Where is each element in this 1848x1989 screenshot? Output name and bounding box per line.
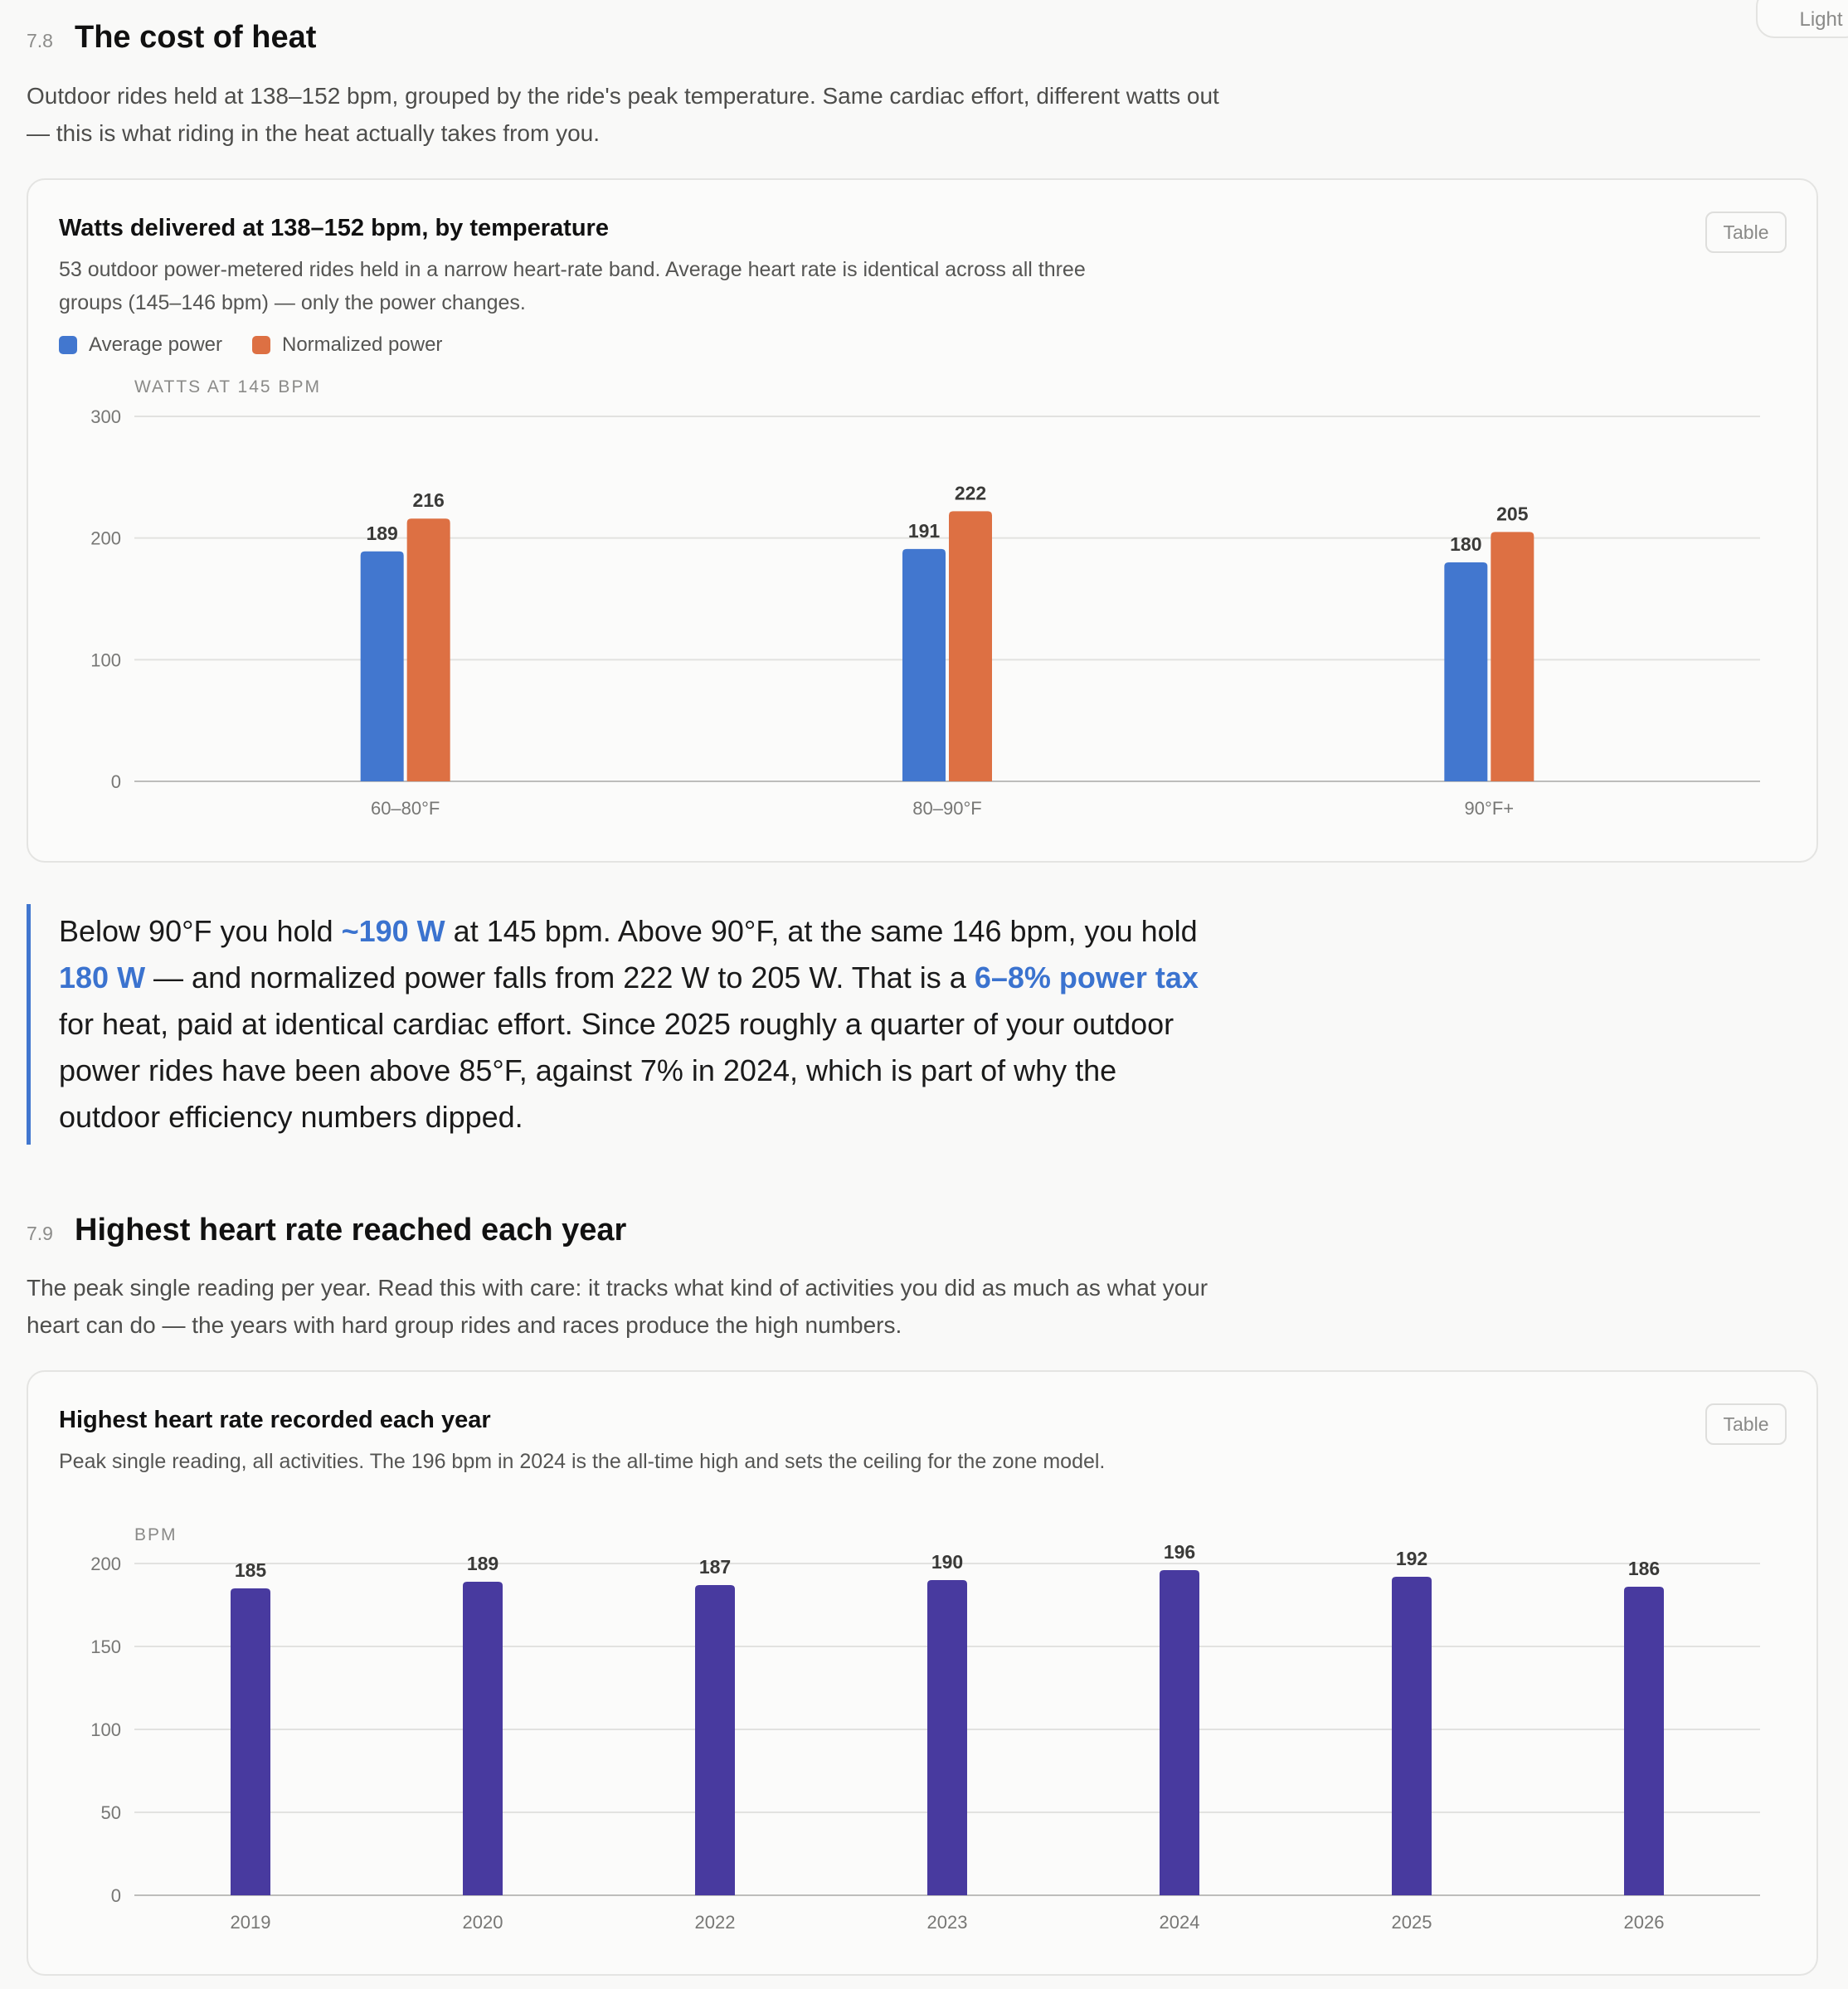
callout-highlight: ~190 W: [341, 914, 445, 948]
bar: [1624, 1587, 1664, 1895]
bar: [1392, 1577, 1432, 1895]
x-tick-label: 60–80°F: [371, 798, 440, 819]
data-label: 222: [955, 482, 986, 503]
data-label: 191: [908, 520, 941, 542]
callout-text: at 145 bpm. Above 90°F, at the same 146 …: [445, 914, 1198, 948]
chart-subtitle: 53 outdoor power-metered rides held in a…: [59, 258, 1086, 314]
x-tick-label: 2022: [695, 1912, 736, 1933]
bar: [949, 511, 992, 781]
bar: [1444, 562, 1488, 781]
bar: [406, 518, 450, 781]
y-axis-label: WATTS AT 145 BPM: [134, 377, 321, 396]
data-label: 192: [1396, 1548, 1427, 1569]
data-label: 189: [366, 523, 397, 544]
bar: [1160, 1570, 1199, 1895]
insight-callout: Below 90°F you hold ~190 W at 145 bpm. A…: [27, 904, 1221, 1145]
section-description: Outdoor rides held at 138–152 bpm, group…: [27, 83, 1219, 146]
section-heading-7-9: 7.9 Highest heart rate reached each year: [27, 1213, 626, 1248]
x-tick-label: 2023: [927, 1912, 968, 1933]
theme-toggle-button[interactable]: Light: [1756, 0, 1848, 38]
legend-label: Normalized power: [282, 333, 443, 356]
legend-item-normalized-power: Normalized power: [252, 333, 442, 357]
legend-swatch: [252, 336, 270, 354]
table-toggle-button[interactable]: Table: [1705, 1403, 1787, 1445]
legend-item-average-power: Average power: [59, 333, 222, 357]
chart-subtitle: Peak single reading, all activities. The…: [59, 1450, 1106, 1473]
x-tick-label: 2020: [463, 1912, 503, 1933]
data-label: 189: [467, 1553, 498, 1574]
y-tick-label: 50: [101, 1802, 121, 1823]
section-title: The cost of heat: [75, 20, 317, 55]
chart-card-peak-hr: Highest heart rate recorded each year Ta…: [27, 1370, 1818, 1976]
chart-card-heat: Watts delivered at 138–152 bpm, by tempe…: [27, 178, 1818, 863]
legend-swatch: [59, 336, 77, 354]
data-label: 180: [1450, 533, 1481, 555]
table-toggle-button[interactable]: Table: [1705, 212, 1787, 253]
peak-heart-rate-bar-chart: BPM 0 50 100 150 200 2019 185 2020 189 2022 187 2023…: [90, 1525, 1760, 1933]
bar: [695, 1585, 735, 1895]
callout-text: Below 90°F you hold: [59, 914, 342, 948]
callout-highlight: 6–8% power tax: [974, 960, 1199, 994]
callout-highlight: 180 W: [59, 960, 146, 994]
data-label: 205: [1496, 503, 1529, 524]
x-tick-label: 2025: [1392, 1912, 1432, 1933]
section-description: The peak single reading per year. Read t…: [27, 1275, 1208, 1338]
data-label: 186: [1628, 1558, 1660, 1579]
chart-title: Watts delivered at 138–152 bpm, by tempe…: [59, 215, 609, 241]
x-tick-label: 80–90°F: [912, 798, 981, 819]
callout-text: for heat, paid at identical cardiac effo…: [59, 1007, 1174, 1134]
data-label: 187: [699, 1556, 731, 1578]
y-tick-label: 0: [111, 771, 121, 792]
section-number: 7.8: [27, 30, 53, 51]
y-tick-label: 100: [90, 1719, 121, 1740]
bar: [231, 1588, 270, 1895]
chart-title: Highest heart rate recorded each year: [59, 1407, 491, 1433]
heat-power-bar-chart: WATTS AT 145 BPM 0 100 200 300 60–80°F 189 216 8…: [90, 377, 1760, 819]
y-tick-label: 0: [111, 1885, 121, 1906]
y-tick-label: 200: [90, 528, 121, 549]
bar: [927, 1580, 967, 1895]
bar: [1491, 532, 1534, 781]
y-axis-label: BPM: [134, 1525, 178, 1544]
section-heading-7-8: 7.8 The cost of heat: [27, 20, 316, 56]
y-tick-label: 300: [90, 406, 121, 427]
legend-label: Average power: [89, 333, 222, 356]
chart-legend: Average power Normalized power: [59, 333, 442, 357]
y-tick-label: 100: [90, 649, 121, 670]
data-label: 190: [931, 1551, 963, 1573]
y-tick-label: 150: [90, 1636, 121, 1657]
data-label: 216: [412, 489, 444, 511]
bar: [360, 551, 404, 781]
x-tick-label: 2026: [1624, 1912, 1665, 1933]
data-label: 196: [1164, 1541, 1195, 1563]
section-number: 7.9: [27, 1223, 53, 1244]
data-label: 185: [235, 1559, 267, 1581]
bar: [463, 1582, 503, 1895]
section-title: Highest heart rate reached each year: [75, 1213, 627, 1247]
bar: [902, 548, 946, 781]
y-tick-label: 200: [90, 1554, 121, 1574]
x-tick-label: 2019: [231, 1912, 271, 1933]
x-tick-label: 90°F+: [1465, 798, 1515, 819]
callout-text: — and normalized power falls from 222 W …: [145, 960, 975, 994]
x-tick-label: 2024: [1160, 1912, 1200, 1933]
